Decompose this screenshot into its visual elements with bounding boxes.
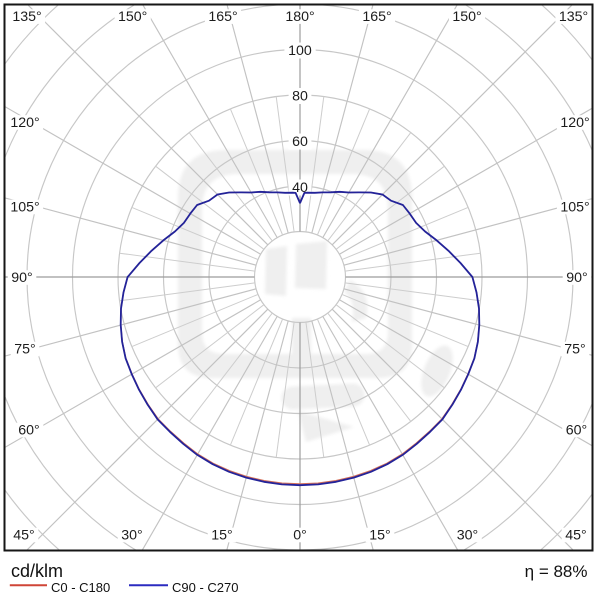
svg-text:120°: 120° — [10, 115, 39, 131]
svg-text:60°: 60° — [566, 423, 587, 439]
svg-text:75°: 75° — [14, 342, 35, 358]
svg-text:165°: 165° — [362, 9, 391, 25]
svg-text:cd/klm: cd/klm — [11, 561, 63, 581]
svg-text:40: 40 — [292, 180, 308, 196]
svg-text:0°: 0° — [293, 528, 307, 544]
svg-text:C0 - C180: C0 - C180 — [51, 580, 110, 595]
svg-text:30°: 30° — [457, 528, 478, 544]
svg-text:90°: 90° — [566, 270, 587, 286]
svg-text:135°: 135° — [559, 9, 588, 25]
svg-text:60°: 60° — [18, 423, 39, 439]
svg-text:180°: 180° — [285, 9, 314, 25]
svg-text:45°: 45° — [565, 528, 586, 544]
svg-text:150°: 150° — [452, 9, 481, 25]
svg-text:C90 - C270: C90 - C270 — [172, 580, 238, 595]
svg-text:120°: 120° — [560, 115, 589, 131]
svg-text:η = 88%: η = 88% — [525, 562, 588, 581]
svg-text:165°: 165° — [208, 9, 237, 25]
svg-text:15°: 15° — [369, 528, 390, 544]
svg-text:75°: 75° — [564, 342, 585, 358]
svg-text:15°: 15° — [211, 528, 232, 544]
svg-text:100: 100 — [288, 43, 312, 59]
svg-text:30°: 30° — [121, 528, 142, 544]
svg-text:60: 60 — [292, 134, 308, 150]
svg-text:135°: 135° — [12, 9, 41, 25]
svg-text:80: 80 — [292, 89, 308, 105]
svg-text:90°: 90° — [11, 270, 32, 286]
svg-text:105°: 105° — [10, 200, 39, 216]
svg-text:45°: 45° — [13, 528, 34, 544]
svg-text:105°: 105° — [560, 200, 589, 216]
svg-text:150°: 150° — [118, 9, 147, 25]
